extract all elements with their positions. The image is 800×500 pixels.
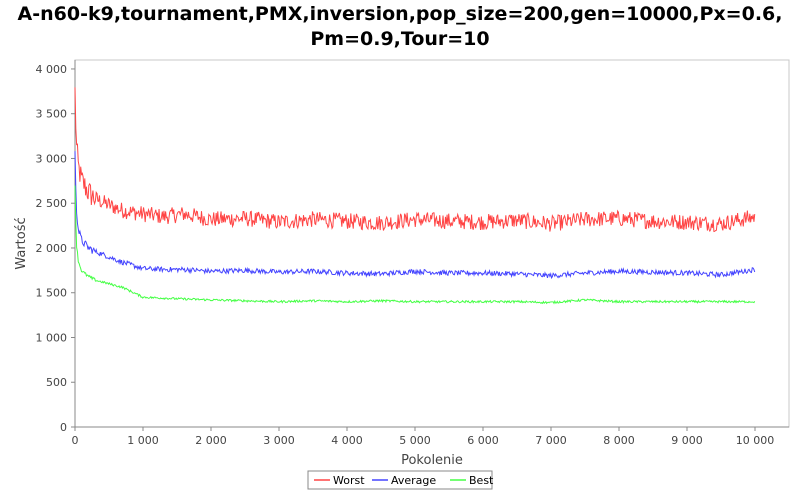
x-tick-label: 0 [72, 434, 79, 447]
x-tick-label: 6 000 [467, 434, 499, 447]
y-axis-label: Wartość [14, 217, 29, 269]
legend-label-best: Best [469, 474, 494, 487]
chart-title-line-2: Pm=0.9,Tour=10 [310, 28, 490, 50]
y-tick-label: 0 [60, 421, 67, 434]
y-tick-label: 3 500 [36, 108, 68, 121]
legend-label-average: Average [391, 474, 436, 487]
legend: Worst Average Best [307, 470, 494, 490]
x-tick-label: 3 000 [263, 434, 295, 447]
y-tick-label: 1 000 [36, 331, 68, 344]
chart-title: A-n60-k9,tournament,PMX,inversion,pop_si… [0, 2, 800, 52]
series-line-best [74, 185, 756, 305]
y-tick-label: 3 000 [36, 152, 68, 165]
legend-box [307, 470, 493, 490]
x-tick-label: 5 000 [399, 434, 431, 447]
axes: 0 1 000 2 000 3 000 4 000 5 000 6 000 7 000 8 00… [14, 60, 789, 468]
x-tick-label: 10 000 [736, 434, 775, 447]
y-tick-label: 2 500 [36, 197, 68, 210]
x-axis-label: Pokolenie [401, 453, 463, 468]
x-tick-label: 1 000 [127, 434, 159, 447]
y-tick-label: 4 000 [36, 63, 68, 76]
x-tick-label: 9 000 [671, 434, 703, 447]
x-tick-label: 8 000 [603, 434, 635, 447]
series-layer [74, 87, 756, 305]
legend-label-worst: Worst [333, 474, 365, 487]
y-tick-label: 500 [46, 376, 67, 389]
x-tick-label: 4 000 [331, 434, 363, 447]
series-line-worst [74, 87, 756, 233]
x-tick-label: 7 000 [535, 434, 567, 447]
plot-area [74, 59, 790, 428]
y-tick-label: 1 500 [36, 287, 68, 300]
chart-title-line-1: A-n60-k9,tournament,PMX,inversion,pop_si… [17, 3, 783, 25]
y-tick-label: 2 000 [36, 242, 68, 255]
series-line-average [74, 151, 756, 280]
x-tick-label: 2 000 [195, 434, 227, 447]
